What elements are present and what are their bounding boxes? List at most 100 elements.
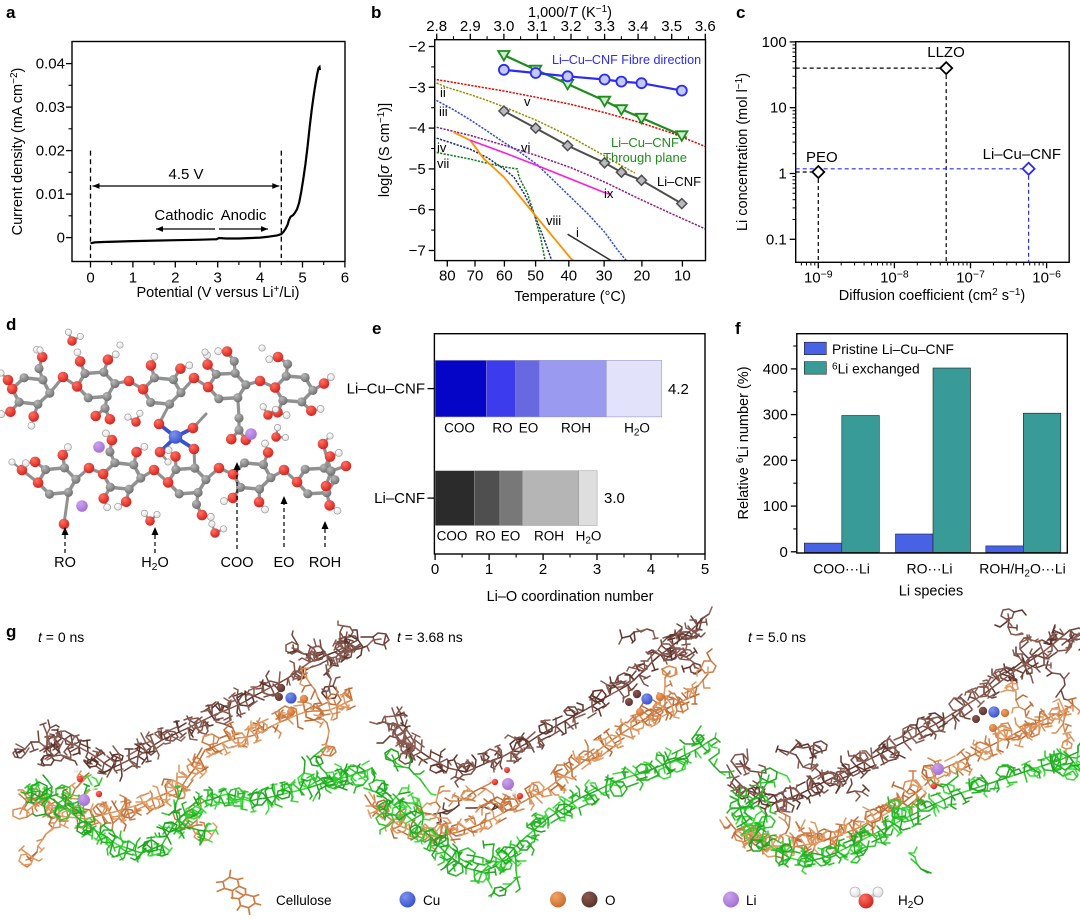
svg-text:3.1: 3.1 — [527, 18, 548, 35]
svg-text:10: 10 — [770, 100, 787, 117]
svg-text:10−7: 10−7 — [956, 268, 985, 286]
svg-text:100: 100 — [763, 498, 788, 515]
svg-text:10−8: 10−8 — [880, 268, 909, 286]
svg-text:10−6: 10−6 — [1032, 268, 1061, 286]
svg-text:log[σ (S cm−1)]: log[σ (S cm−1)] — [376, 103, 393, 197]
svg-text:2.8: 2.8 — [426, 18, 447, 35]
svg-text:−6: −6 — [409, 202, 426, 219]
svg-text:4: 4 — [647, 561, 655, 578]
svg-text:ROH: ROH — [534, 529, 564, 544]
svg-text:3: 3 — [214, 270, 222, 287]
svg-text:400: 400 — [763, 361, 788, 378]
svg-text:0: 0 — [431, 561, 439, 578]
svg-text:3.0: 3.0 — [493, 18, 514, 35]
svg-text:0: 0 — [57, 230, 65, 247]
svg-text:4.5 V: 4.5 V — [168, 166, 203, 183]
svg-text:Li–Cu–CNF: Li–Cu–CNF — [983, 146, 1061, 163]
svg-text:COO: COO — [220, 555, 253, 571]
svg-text:0.03: 0.03 — [36, 99, 65, 116]
svg-text:0.01: 0.01 — [36, 186, 65, 203]
svg-text:2.9: 2.9 — [460, 18, 481, 35]
svg-text:COO: COO — [444, 421, 475, 436]
svg-text:Cellulose: Cellulose — [276, 893, 332, 908]
svg-text:Li–O coordination number: Li–O coordination number — [487, 589, 654, 605]
svg-text:Li–CNF: Li–CNF — [374, 490, 425, 507]
svg-text:200: 200 — [763, 452, 788, 469]
svg-text:viii: viii — [546, 213, 561, 228]
svg-text:0.04: 0.04 — [36, 56, 65, 73]
svg-text:H2O: H2O — [141, 555, 169, 573]
svg-text:g: g — [6, 622, 16, 641]
svg-text:0: 0 — [86, 270, 94, 287]
svg-text:vi: vi — [521, 140, 531, 155]
svg-text:60: 60 — [496, 268, 513, 285]
svg-text:ROH/H2O···Li: ROH/H2O···Li — [979, 561, 1065, 580]
svg-text:5: 5 — [701, 561, 709, 578]
svg-text:Li–Cu–CNF: Li–Cu–CNF — [347, 381, 425, 398]
svg-text:Li species: Li species — [899, 584, 963, 600]
svg-text:d: d — [6, 315, 16, 334]
svg-text:iii: iii — [439, 104, 448, 119]
svg-text:t = 0 ns: t = 0 ns — [38, 629, 84, 645]
svg-text:−7: −7 — [409, 243, 426, 260]
svg-text:50: 50 — [527, 268, 544, 285]
svg-text:1: 1 — [778, 166, 786, 183]
svg-text:RO···Li: RO···Li — [907, 561, 953, 577]
svg-text:f: f — [735, 319, 741, 338]
svg-text:t = 5.0 ns: t = 5.0 ns — [748, 629, 806, 645]
svg-text:−4: −4 — [409, 120, 426, 137]
svg-text:40: 40 — [560, 268, 577, 285]
svg-text:ix: ix — [604, 186, 614, 201]
svg-text:Potential (V versus Li+/Li): Potential (V versus Li+/Li) — [136, 284, 299, 301]
svg-text:Diffusion coefficient (cm2 s−1: Diffusion coefficient (cm2 s−1) — [839, 287, 1025, 304]
svg-text:i: i — [576, 225, 579, 240]
svg-text:−2: −2 — [409, 39, 426, 56]
svg-text:1: 1 — [485, 561, 493, 578]
svg-text:70: 70 — [467, 268, 484, 285]
svg-text:0: 0 — [779, 544, 787, 561]
svg-text:ROH: ROH — [561, 421, 591, 436]
svg-text:0.1: 0.1 — [766, 231, 787, 248]
svg-text:4.2: 4.2 — [668, 381, 689, 398]
svg-text:2: 2 — [539, 561, 547, 578]
svg-text:6: 6 — [341, 270, 349, 287]
svg-text:LLZO: LLZO — [927, 44, 965, 61]
svg-text:Through plane: Through plane — [603, 150, 687, 165]
svg-text:20: 20 — [634, 268, 651, 285]
svg-text:Li–CNF: Li–CNF — [657, 174, 701, 189]
svg-text:O: O — [605, 893, 616, 908]
svg-text:H2O: H2O — [576, 529, 602, 547]
svg-text:2: 2 — [171, 270, 179, 287]
svg-text:RO: RO — [492, 421, 512, 436]
svg-text:t = 3.68 ns: t = 3.68 ns — [397, 629, 463, 645]
svg-text:3.6: 3.6 — [695, 18, 716, 35]
svg-text:5: 5 — [298, 270, 306, 287]
svg-text:80: 80 — [439, 268, 456, 285]
svg-text:−3: −3 — [409, 79, 426, 96]
svg-text:H2O: H2O — [624, 421, 650, 439]
svg-text:3: 3 — [593, 561, 601, 578]
svg-text:Temperature (°C): Temperature (°C) — [514, 289, 625, 305]
svg-text:0.02: 0.02 — [36, 143, 65, 160]
svg-text:H2O: H2O — [898, 893, 924, 911]
svg-text:100: 100 — [762, 34, 787, 51]
svg-text:Li–Cu–CNF: Li–Cu–CNF — [611, 135, 679, 150]
svg-text:Current density (mA cm−2): Current density (mA cm−2) — [9, 68, 26, 236]
svg-text:Cu: Cu — [423, 893, 440, 908]
svg-text:EO: EO — [519, 421, 539, 436]
svg-text:Cathodic: Cathodic — [154, 207, 214, 224]
svg-text:3.5: 3.5 — [661, 18, 682, 35]
svg-text:10−9: 10−9 — [804, 268, 833, 286]
svg-text:Li–Cu–CNF Fibre direction: Li–Cu–CNF Fibre direction — [552, 53, 701, 67]
svg-text:EO: EO — [501, 529, 521, 544]
svg-text:ii: ii — [440, 85, 446, 100]
svg-text:6Li exchanged: 6Li exchanged — [832, 361, 920, 376]
svg-text:1,000/T (K−1): 1,000/T (K−1) — [528, 4, 612, 21]
svg-text:RO: RO — [475, 529, 495, 544]
svg-text:3.0: 3.0 — [604, 490, 625, 507]
svg-text:3.4: 3.4 — [628, 18, 649, 35]
svg-text:c: c — [736, 3, 745, 22]
svg-text:EO: EO — [274, 555, 295, 571]
svg-text:30: 30 — [596, 268, 613, 285]
svg-text:−5: −5 — [409, 161, 426, 178]
